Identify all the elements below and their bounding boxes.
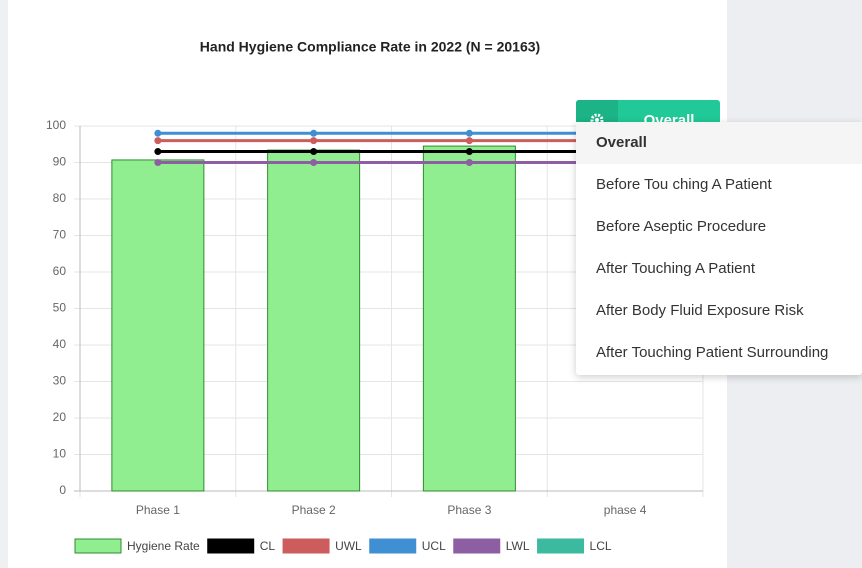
line-point	[310, 137, 318, 145]
legend-swatch	[369, 538, 417, 554]
line-point	[465, 129, 473, 137]
y-tick-label: 0	[59, 483, 66, 497]
bar	[267, 149, 361, 492]
menu-item[interactable]: Before Aseptic Procedure	[596, 218, 767, 235]
x-tick-label: Phase 1	[136, 503, 180, 517]
legend-label: LCL	[590, 539, 612, 553]
menu-item[interactable]: After Touching Patient Surrounding	[596, 344, 829, 361]
legend-swatch	[282, 538, 330, 554]
dropdown-menu: Overall Before Tou ching A Patient Before …	[576, 122, 862, 375]
y-tick-label: 70	[53, 228, 67, 242]
y-tick-label: 10	[53, 447, 67, 461]
legend-label: CL	[260, 539, 276, 553]
line-point	[310, 129, 318, 137]
line-point	[310, 159, 318, 166]
y-tick-label: 20	[53, 410, 67, 424]
y-tick-label: 100	[46, 118, 66, 132]
line-point	[154, 129, 162, 137]
menu-item[interactable]: After Body Fluid Exposure Risk	[596, 302, 804, 319]
x-tick-label: phase 4	[604, 503, 647, 517]
line-point	[310, 148, 318, 156]
line-point	[465, 137, 473, 145]
line-point	[154, 159, 162, 166]
side-strip	[0, 0, 8, 568]
line-point	[465, 148, 473, 156]
legend-swatch	[453, 538, 501, 554]
line-point	[465, 159, 473, 166]
bar	[422, 145, 516, 492]
legend-label: UCL	[422, 539, 446, 553]
bar	[111, 159, 205, 492]
legend-label: UWL	[335, 539, 362, 553]
menu-item[interactable]: After Touching A Patient	[596, 260, 756, 277]
legend-label: Hygiene Rate	[127, 539, 200, 553]
legend-swatch	[74, 538, 122, 554]
menu-item[interactable]: Before Tou ching A Patient	[596, 176, 772, 193]
chart-title: Hand Hygiene Compliance Rate in 2022 (N …	[200, 39, 540, 55]
legend-label: LWL	[506, 539, 530, 553]
line-point	[154, 137, 162, 145]
y-tick-label: 50	[53, 301, 67, 315]
line-point	[154, 148, 162, 156]
legend-swatch	[537, 538, 585, 554]
y-tick-label: 40	[53, 337, 67, 351]
legend-swatch	[207, 538, 255, 554]
y-tick-label: 60	[53, 264, 67, 278]
x-tick-label: Phase 2	[292, 503, 336, 517]
y-tick-label: 80	[53, 191, 67, 205]
menu-item[interactable]: Overall	[576, 122, 862, 164]
y-tick-label: 90	[53, 155, 67, 169]
x-tick-label: Phase 3	[447, 503, 491, 517]
y-tick-label: 30	[53, 374, 67, 388]
